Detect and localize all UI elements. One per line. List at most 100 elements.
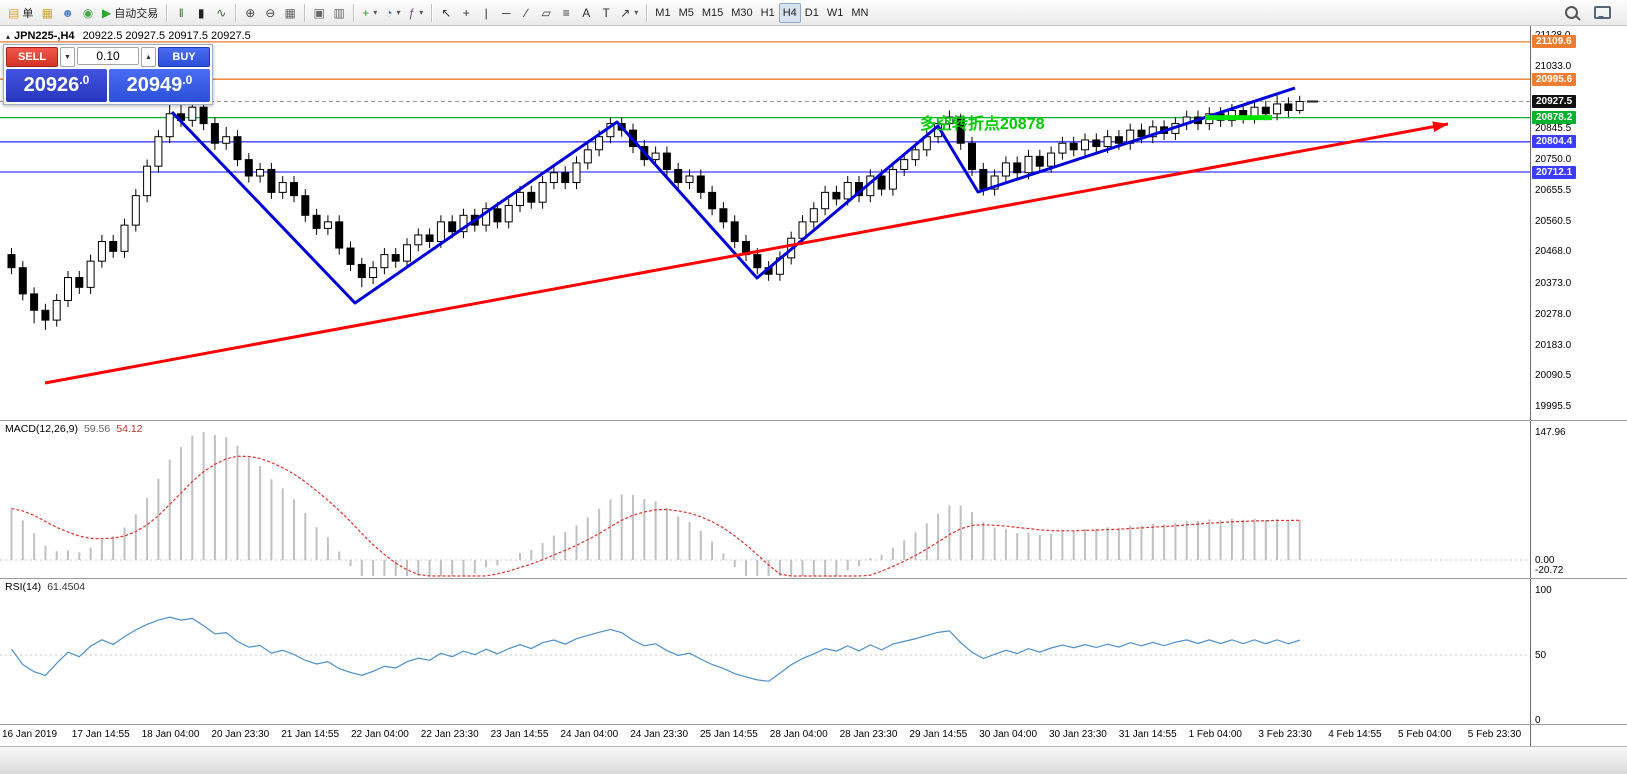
red-uptrend-line[interactable] [44,122,1449,385]
timeframe-h1[interactable]: H1 [757,3,779,23]
pane-separator[interactable] [0,420,1627,421]
timeframe-w1-label: W1 [826,6,844,19]
zoom-out-button[interactable]: ⊖ [260,3,280,23]
timeframe-w1[interactable]: W1 [823,3,848,23]
channel-button[interactable]: ▱ [536,3,556,23]
timeframe-m1[interactable]: M1 [651,3,674,23]
timeframe-m30-label: M30 [731,6,753,19]
toolbar-separator [431,3,433,22]
vertical-line-icon: | [484,5,488,20]
new-chart-button[interactable]: + ▾ [358,3,381,23]
toolbar-separator [646,3,648,22]
function-icon: ƒ [408,5,416,20]
axis-border [1530,26,1531,746]
line-chart-button[interactable]: ∿ [211,3,231,23]
chart-windows-icon: ▦ [41,5,54,20]
community-button[interactable]: ◉ [78,3,98,23]
rsi-label: RSI(14) 61.4504 [5,581,85,593]
lot-up-button[interactable]: ▲ [141,47,156,67]
rsi-value: 61.4504 [47,581,86,593]
symbol-timeframe: JPN225-,H4 [14,30,75,42]
axis-label: 20560.5 [1535,216,1572,228]
collapse-marker-icon[interactable]: ▴ [6,32,11,41]
new-order-icon: ▤ [8,5,20,20]
sell-button[interactable]: SELL [6,47,58,67]
pivot-annotation-text[interactable]: 多空转折点20878 [920,114,1045,133]
macd-indicator-pane[interactable] [0,420,1530,578]
cascade-windows-button[interactable]: ▣ [309,3,329,23]
new-order-button[interactable]: ▤ 单 [4,3,37,23]
lot-size-input[interactable] [77,47,139,65]
search-button[interactable] [1561,3,1582,23]
time-axis: 16 Jan 2019 17 Jan 14:55 18 Jan 04:00 20 Ja… [0,724,1627,746]
autotrading-button[interactable]: ▶ 自动交易 [98,3,162,23]
profile-button[interactable]: ☻ [57,3,78,23]
axis-label: 19995.5 [1535,401,1572,413]
axis-label: 147.96 [1535,426,1566,438]
timeframe-m5[interactable]: M5 [675,3,698,23]
sell-price-display[interactable]: 20926.0 [6,69,107,102]
buy-button[interactable]: BUY [158,47,210,67]
tile-windows-button[interactable]: ▦ [280,3,300,23]
search-icon [1565,6,1578,19]
macd-title-text: MACD(12,26,9) [5,423,78,435]
trendline-button[interactable]: ∕ [516,3,536,23]
timeframe-h1-label: H1 [760,6,775,19]
sell-price-frac: .0 [79,73,90,87]
fibonacci-icon: ≡ [562,5,570,20]
chat-button[interactable] [1590,3,1615,23]
candlestick-chart-button[interactable]: ▮ [191,3,211,23]
main-price-chart[interactable]: 多空转折点20878 [0,26,1530,420]
buy-price-display[interactable]: 20949.0 [109,69,210,102]
macd-label: MACD(12,26,9) 59.56 54.12 [5,423,143,435]
cursor-icon: ↖ [441,5,452,20]
toolbar-separator [353,3,355,22]
vertical-line-button[interactable]: | [476,3,496,23]
fibonacci-button[interactable]: ≡ [556,3,576,23]
time-label: 5 Feb 23:30 [1467,729,1522,740]
toolbar-group-timeframes: M1 M5 M15 M30 H1 H4 D1 W1 MN [651,2,872,23]
bar-chart-button[interactable]: ‖ [171,3,191,23]
price-badge: 20927.5 [1532,94,1577,108]
blue-zigzag-trendline[interactable] [170,86,1296,305]
text-button[interactable]: A [576,3,596,23]
text-icon: A [582,5,591,20]
zoom-in-button[interactable]: ⊕ [240,3,260,23]
axis-label: 50 [1535,649,1547,661]
label-button[interactable]: T [596,3,616,23]
toolbar-separator [235,3,237,22]
chevron-down-icon: ▾ [634,8,639,17]
chart-symbol-header: ▴ JPN225-,H4 20922.5 20927.5 20917.5 20927… [6,30,251,42]
horizontal-line-button[interactable]: ─ [496,3,516,23]
timeframe-m15-label: M15 [701,6,724,19]
lot-down-button[interactable]: ▼ [60,47,75,67]
shapes-button[interactable]: ↗ ▾ [616,3,642,23]
crosshair-button[interactable]: + [456,3,476,23]
drawn-objects-layer[interactable]: 多空转折点20878 [44,86,1449,385]
chart-windows-button[interactable]: ▦ [37,3,57,23]
toolbar-group-objects: ↖ + | ─ ∕ ▱ ≡ A T ↗ ▾ [436,3,642,23]
price-badge: 20878.2 [1532,111,1577,125]
timeframe-d1[interactable]: D1 [801,3,823,23]
level-lines-layer[interactable] [0,41,1530,173]
time-label: 3 Feb 23:30 [1258,729,1312,740]
horizontal-line-icon: ─ [501,5,511,20]
timeframe-m30[interactable]: M30 [727,3,756,23]
cursor-button[interactable]: ↖ [436,3,456,23]
bottom-scrollbar-area[interactable] [0,746,1627,774]
arrange-windows-button[interactable]: ▥ [329,3,349,23]
chevron-down-icon: ▾ [396,8,401,17]
pane-separator[interactable] [0,578,1627,579]
timeframe-m15[interactable]: M15 [698,3,727,23]
axis-label: 20655.5 [1535,185,1572,197]
timeframe-m1-label: M1 [655,6,671,19]
timeframe-h4[interactable]: H4 [778,2,801,23]
timeframe-mn[interactable]: MN [847,3,872,23]
profiles-button[interactable]: ◔ ▾ [381,3,404,23]
new-order-button-label: 单 [22,7,34,20]
ohlc-values: 20922.5 20927.5 20917.5 20927.5 [82,30,251,42]
rsi-indicator-pane[interactable] [0,578,1530,724]
time-label: 24 Jan 04:00 [560,729,619,740]
indicators-button[interactable]: ƒ ▾ [405,3,428,23]
